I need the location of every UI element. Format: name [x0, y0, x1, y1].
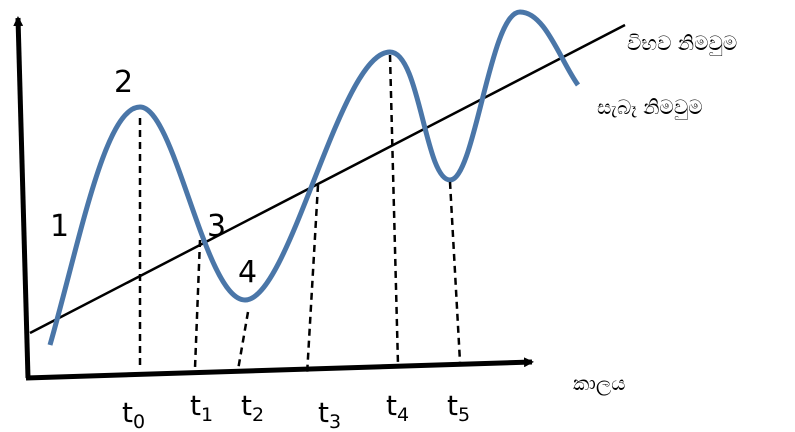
time-subscript: 5 [458, 404, 470, 426]
time-base: t [318, 396, 329, 429]
dashed-line [305, 184, 320, 376]
time-subscript: 0 [133, 411, 145, 432]
actual-output-curve [47, 9, 581, 346]
time-label: t2 [241, 389, 264, 426]
time-base: t [386, 389, 397, 422]
time-base: t [447, 389, 458, 422]
time-subscript: 2 [252, 404, 264, 426]
point-label: 3 [207, 209, 226, 244]
time-base: t [190, 389, 201, 422]
dashed-line [193, 239, 202, 369]
potential-output-label: විභව නිමවුම [627, 31, 737, 57]
time-label: t0 [122, 396, 145, 432]
time-subscript: 1 [201, 404, 213, 426]
actual-output-label: සැබෑ නිමවුම [597, 95, 703, 121]
point-label: 2 [114, 65, 133, 100]
point-label: 4 [238, 255, 257, 290]
time-labels: t0 t1 t2 t3 t4 t5 [122, 389, 470, 432]
time-subscript: 4 [397, 404, 409, 426]
time-base: t [122, 396, 133, 429]
dashed-line [236, 311, 250, 371]
time-base: t [241, 389, 252, 422]
time-label: t3 [318, 396, 341, 432]
time-label: t4 [386, 389, 409, 426]
time-label: t5 [447, 389, 470, 426]
x-axis-label: කාලය [573, 371, 625, 396]
point-label: 1 [50, 209, 69, 244]
time-label: t1 [190, 389, 213, 426]
time-subscript: 3 [329, 411, 341, 432]
x-axis [25, 357, 534, 381]
y-axis [13, 16, 31, 379]
dashed-line [448, 181, 462, 363]
dashed-line [388, 54, 400, 366]
potential-output-line [29, 23, 626, 335]
